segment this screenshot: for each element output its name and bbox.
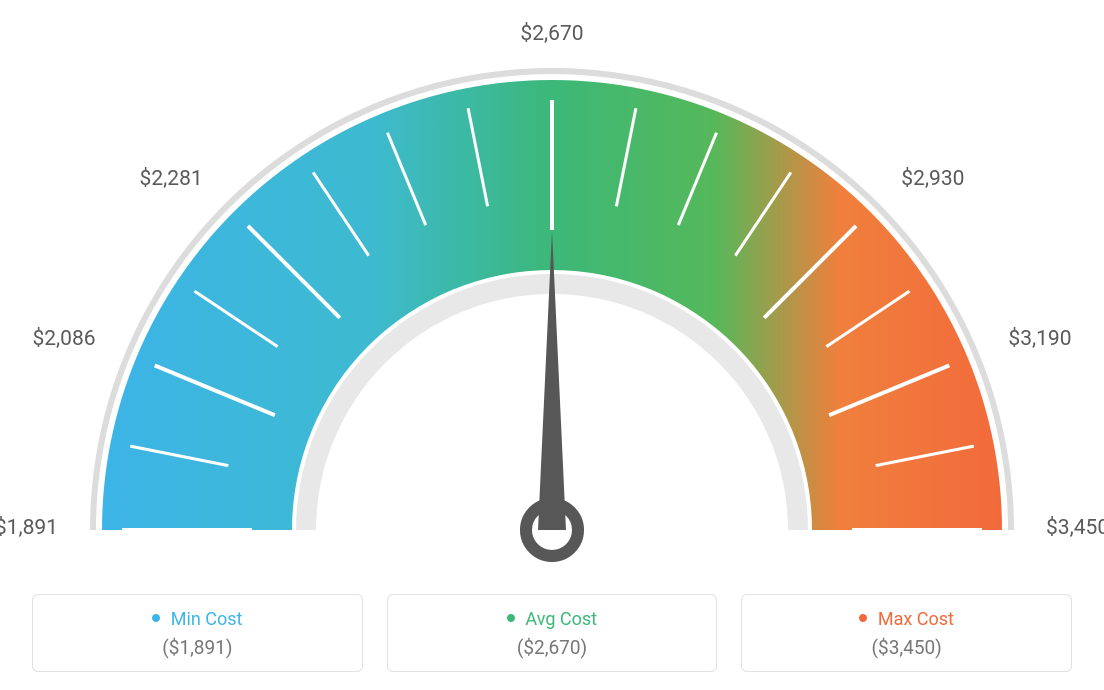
gauge-chart: $1,891 $2,086 $2,281 $2,670 $2,930 $3,190 $3,4… xyxy=(0,0,1104,570)
avg-cost-card: Avg Cost ($2,670) xyxy=(387,594,718,672)
gauge-tick-label: $3,190 xyxy=(1008,327,1071,351)
gauge-tick-label: $1,891 xyxy=(0,516,58,540)
gauge-tick-label: $2,930 xyxy=(901,167,964,191)
max-cost-title: Max Cost xyxy=(752,609,1061,630)
max-cost-value: ($3,450) xyxy=(752,636,1061,659)
gauge-tick-label: $2,670 xyxy=(517,22,587,46)
cost-gauge-widget: $1,891 $2,086 $2,281 $2,670 $2,930 $3,190 $3,4… xyxy=(0,0,1104,690)
min-cost-label: Min Cost xyxy=(171,609,243,630)
summary-cards: Min Cost ($1,891) Avg Cost ($2,670) Max … xyxy=(32,594,1072,672)
max-dot-icon xyxy=(859,614,867,622)
min-cost-card: Min Cost ($1,891) xyxy=(32,594,363,672)
max-cost-label: Max Cost xyxy=(878,609,954,630)
min-cost-value: ($1,891) xyxy=(43,636,352,659)
avg-cost-label: Avg Cost xyxy=(525,609,597,630)
gauge-tick-label: $2,281 xyxy=(125,167,203,191)
avg-cost-value: ($2,670) xyxy=(398,636,707,659)
avg-dot-icon xyxy=(507,614,515,622)
max-cost-card: Max Cost ($3,450) xyxy=(741,594,1072,672)
avg-cost-title: Avg Cost xyxy=(398,609,707,630)
gauge-tick-label: $2,086 xyxy=(18,327,96,351)
min-dot-icon xyxy=(152,614,160,622)
min-cost-title: Min Cost xyxy=(43,609,352,630)
gauge-tick-label: $3,450 xyxy=(1046,516,1104,540)
